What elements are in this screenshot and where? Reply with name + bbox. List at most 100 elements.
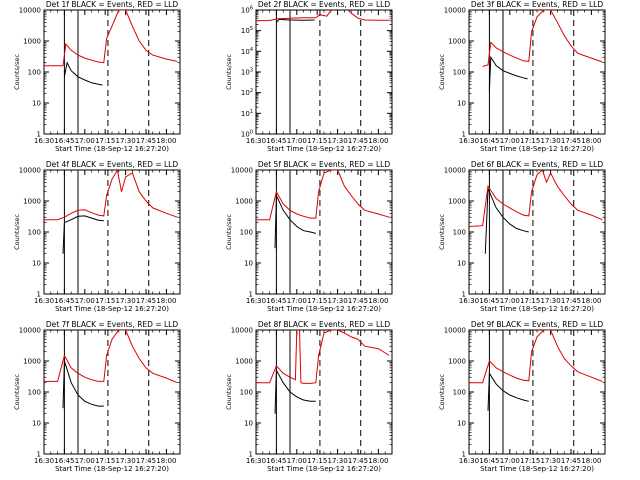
y-tick-label: 100	[453, 229, 466, 237]
x-axis-label: Start Time (18-Sep-12 16:27:20)	[55, 145, 169, 153]
y-tick-label: 104	[241, 47, 253, 56]
chart-panel-9: Det 9f BLACK = Events, RED = LLD 1 10 100 10…	[438, 320, 606, 473]
y-tick-label: 1	[462, 451, 466, 459]
y-tick-label: 10	[457, 100, 466, 108]
chart-panel-7: Det 7f BLACK = Events, RED = LLD 1 10 100 10…	[13, 320, 181, 473]
y-tick-label: 10000	[231, 167, 253, 175]
x-tick-label: 17:30	[541, 457, 561, 465]
y-tick-label: 100	[453, 389, 466, 397]
x-tick-label: 17:30	[116, 457, 136, 465]
x-tick-label: 16:45	[266, 297, 286, 305]
y-tick-label: 100	[28, 389, 41, 397]
chart-panel-5: Det 5f BLACK = Events, RED = LLD 1 10 100 10…	[225, 160, 393, 313]
y-axis-label: Counts/sec	[438, 214, 446, 250]
y-tick-label: 100	[241, 130, 253, 139]
x-tick-label: 17:30	[541, 297, 561, 305]
x-tick-label: 17:45	[136, 457, 156, 465]
series-events-line	[62, 215, 104, 254]
x-tick-label: 17:00	[75, 457, 95, 465]
x-tick-label: 16:30	[246, 457, 266, 465]
x-tick-label: 17:45	[136, 137, 156, 145]
x-tick-label: 17:45	[561, 137, 581, 145]
x-tick-label: 17:00	[500, 457, 520, 465]
y-tick-label: 102	[241, 88, 253, 97]
x-tick-label: 18:00	[581, 137, 601, 145]
y-axis-label: Counts/sec	[225, 374, 233, 410]
y-tick-label: 10	[457, 420, 466, 428]
y-tick-label: 10000	[19, 167, 41, 175]
x-axis-label: Start Time (18-Sep-12 16:27:20)	[480, 465, 594, 473]
x-tick-label: 17:30	[328, 297, 348, 305]
y-tick-label: 100	[28, 229, 41, 237]
series-lld-line	[256, 170, 390, 221]
y-tick-label: 106	[241, 6, 253, 15]
series-lld-line	[482, 10, 603, 67]
x-tick-label: 16:45	[54, 457, 74, 465]
x-tick-label: 16:45	[479, 297, 499, 305]
y-tick-label: 103	[241, 68, 253, 77]
x-tick-label: 16:30	[459, 137, 479, 145]
x-tick-label: 17:30	[116, 137, 136, 145]
y-tick-label: 1000	[235, 358, 253, 366]
x-tick-label: 17:45	[136, 297, 156, 305]
panel-title: Det 6f BLACK = Events, RED = LLD	[471, 160, 604, 169]
panel-title: Det 8f BLACK = Events, RED = LLD	[258, 320, 391, 329]
x-tick-label: 16:45	[54, 137, 74, 145]
panel-title: Det 5f BLACK = Events, RED = LLD	[258, 160, 391, 169]
x-tick-label: 17:00	[287, 297, 307, 305]
x-tick-label: 16:45	[479, 457, 499, 465]
series-events-line	[274, 368, 316, 414]
chart-panel-6: Det 6f BLACK = Events, RED = LLD 1 10 100 10…	[438, 160, 606, 313]
y-tick-label: 1000	[23, 38, 41, 46]
x-tick-label: 17:30	[328, 137, 348, 145]
chart-panel-4: Det 4f BLACK = Events, RED = LLD 1 10 100 10…	[13, 160, 181, 313]
series-events-line	[274, 195, 316, 249]
y-tick-label: 10000	[19, 7, 41, 15]
x-tick-label: 17:15	[520, 297, 540, 305]
y-axis-label: Counts/sec	[225, 214, 233, 250]
x-tick-label: 17:15	[307, 137, 327, 145]
y-tick-label: 10000	[231, 327, 253, 335]
y-tick-label: 10	[244, 420, 253, 428]
panel-title: Det 7f BLACK = Events, RED = LLD	[46, 320, 179, 329]
x-axis-label: Start Time (18-Sep-12 16:27:20)	[267, 465, 381, 473]
x-axis-label: Start Time (18-Sep-12 16:27:20)	[55, 305, 169, 313]
x-axis-label: Start Time (18-Sep-12 16:27:20)	[480, 145, 594, 153]
x-tick-label: 17:00	[500, 137, 520, 145]
y-tick-label: 10000	[444, 327, 466, 335]
x-axis-label: Start Time (18-Sep-12 16:27:20)	[267, 305, 381, 313]
series-lld-line	[44, 330, 178, 384]
x-tick-label: 17:45	[561, 297, 581, 305]
chart-panel-2: Det 2f BLACK = Events, RED = LLD 100 101 10…	[225, 0, 393, 153]
x-tick-label: 17:15	[95, 297, 115, 305]
x-tick-label: 16:30	[34, 297, 54, 305]
y-tick-label: 10000	[19, 327, 41, 335]
x-tick-label: 18:00	[368, 297, 388, 305]
y-tick-label: 1	[37, 451, 41, 459]
x-tick-label: 17:30	[116, 297, 136, 305]
series-lld-line	[44, 170, 178, 221]
x-tick-label: 17:15	[520, 457, 540, 465]
x-axis-label: Start Time (18-Sep-12 16:27:20)	[55, 465, 169, 473]
y-tick-label: 1000	[23, 198, 41, 206]
y-tick-label: 10	[244, 260, 253, 268]
x-tick-label: 16:30	[459, 297, 479, 305]
series-events-line	[487, 371, 529, 411]
x-tick-label: 18:00	[368, 137, 388, 145]
y-tick-label: 10	[32, 260, 41, 268]
series-lld-line	[469, 170, 603, 227]
panel-title: Det 3f BLACK = Events, RED = LLD	[471, 0, 604, 9]
y-tick-label: 100	[453, 69, 466, 77]
y-tick-label: 1000	[448, 198, 466, 206]
panel-title: Det 9f BLACK = Events, RED = LLD	[471, 320, 604, 329]
series-lld-line	[256, 10, 390, 22]
y-tick-label: 10	[32, 100, 41, 108]
panel-title: Det 2f BLACK = Events, RED = LLD	[258, 0, 391, 9]
y-tick-label: 100	[240, 229, 253, 237]
y-tick-label: 105	[241, 26, 253, 35]
x-tick-label: 18:00	[368, 457, 388, 465]
y-tick-label: 1	[249, 451, 253, 459]
x-tick-label: 17:45	[561, 457, 581, 465]
x-tick-label: 17:00	[287, 457, 307, 465]
x-tick-label: 18:00	[581, 297, 601, 305]
